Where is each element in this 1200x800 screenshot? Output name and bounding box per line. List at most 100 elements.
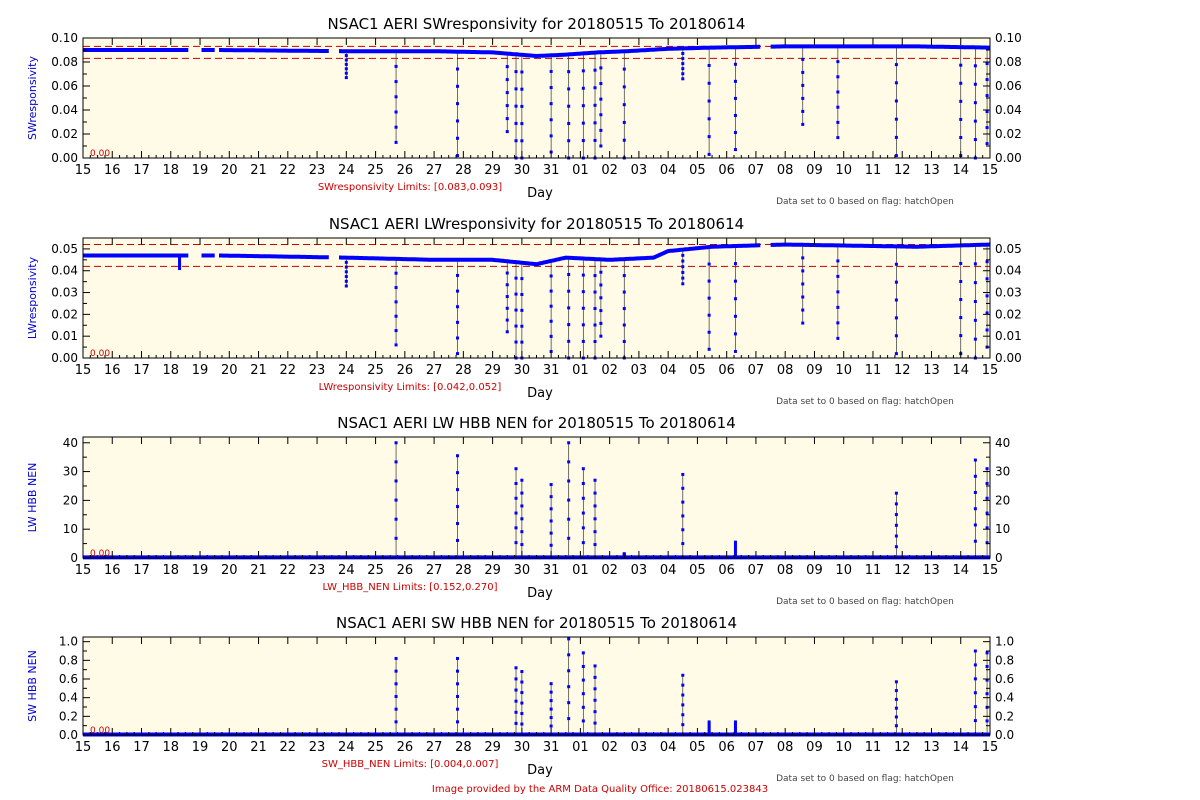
chart-title: NSAC1 AERI SW HBB NEN for 20180515 To 20… xyxy=(336,614,737,632)
series-point xyxy=(733,45,737,49)
series-point xyxy=(456,320,460,324)
x-tick-label: 22 xyxy=(280,563,297,578)
y-tick-label-left: 0.04 xyxy=(51,264,78,278)
data-series xyxy=(83,44,990,160)
series-point xyxy=(549,682,553,686)
y-tick-label-left: 40 xyxy=(63,436,78,450)
series-point xyxy=(681,253,685,257)
series-point xyxy=(394,300,398,304)
x-tick-label: 02 xyxy=(601,363,618,378)
zero-flag-label: 0.00 xyxy=(90,349,110,359)
series-point xyxy=(505,330,509,334)
series-point xyxy=(959,316,963,320)
series-point xyxy=(894,81,898,85)
x-tick-label: 31 xyxy=(543,163,560,178)
series-point xyxy=(581,273,585,277)
series-point xyxy=(581,339,585,343)
series-point xyxy=(681,77,685,81)
series-point xyxy=(599,97,603,101)
y-tick-label-right: 0.00 xyxy=(995,151,1022,165)
x-tick-label: 14 xyxy=(952,740,969,755)
x-tick-label: 09 xyxy=(806,563,823,578)
series-point xyxy=(549,724,553,728)
series-point xyxy=(456,682,460,686)
x-tick-label: 28 xyxy=(455,563,472,578)
series-point xyxy=(505,78,509,82)
series-point xyxy=(622,340,626,344)
y-tick-label-right: 0.08 xyxy=(995,55,1022,69)
series-point xyxy=(593,121,597,125)
series-point xyxy=(733,244,737,248)
series-point xyxy=(836,44,840,48)
series-point xyxy=(681,528,685,532)
series-point xyxy=(894,491,898,495)
series-point xyxy=(733,332,737,336)
series-point xyxy=(836,290,840,294)
y-tick-label-right: 0.0 xyxy=(995,728,1014,742)
series-point xyxy=(599,270,603,274)
y-tick-label-left: 0.2 xyxy=(59,709,78,723)
y-axis-label: SW HBB NEN xyxy=(26,650,39,722)
x-tick-label: 13 xyxy=(923,363,940,378)
x-tick-label: 20 xyxy=(221,163,238,178)
series-point xyxy=(520,122,524,126)
x-tick-label: 17 xyxy=(133,163,150,178)
series-point xyxy=(505,117,509,121)
series-point xyxy=(733,545,737,549)
y-tick-label-left: 0.10 xyxy=(51,31,78,45)
series-point xyxy=(681,486,685,490)
x-tick-label: 09 xyxy=(806,163,823,178)
series-point xyxy=(520,324,524,328)
series-point xyxy=(985,664,989,668)
y-tick-label-right: 0.00 xyxy=(995,351,1022,365)
x-tick-label: 11 xyxy=(865,740,882,755)
series-point xyxy=(514,340,518,344)
series-point xyxy=(505,65,509,69)
series-point xyxy=(456,136,460,140)
y-tick-label-right: 30 xyxy=(995,465,1010,479)
x-tick-label: 05 xyxy=(689,363,706,378)
series-point xyxy=(520,292,524,296)
x-tick-label: 22 xyxy=(280,740,297,755)
series-point xyxy=(707,117,711,121)
series-point xyxy=(894,555,898,559)
series-point xyxy=(836,75,840,79)
series-point xyxy=(801,308,805,312)
x-tick-label: 09 xyxy=(806,363,823,378)
y-tick-label-left: 0.05 xyxy=(51,242,78,256)
series-point xyxy=(622,103,626,107)
x-tick-label: 18 xyxy=(163,740,180,755)
series-point xyxy=(959,136,963,140)
series-point xyxy=(622,552,626,556)
series-point xyxy=(894,117,898,121)
x-tick-label: 25 xyxy=(367,163,384,178)
series-point xyxy=(514,481,518,485)
y-axis-label: LW HBB NEN xyxy=(26,463,39,533)
series-point xyxy=(985,110,989,114)
series-point xyxy=(394,329,398,333)
series-point xyxy=(733,314,737,318)
series-point xyxy=(344,284,348,288)
series-point xyxy=(344,58,348,62)
x-tick-label: 15 xyxy=(982,740,999,755)
series-point xyxy=(344,71,348,75)
x-tick-label: 19 xyxy=(192,563,209,578)
series-point xyxy=(681,62,685,66)
series-point xyxy=(622,49,626,53)
series-point xyxy=(394,49,398,53)
series-point xyxy=(894,680,898,684)
series-point xyxy=(599,334,603,338)
y-tick-label-right: 0.10 xyxy=(995,31,1022,45)
series-point xyxy=(567,289,571,293)
series-point xyxy=(985,692,989,696)
series-point xyxy=(520,701,524,705)
series-point xyxy=(959,334,963,338)
series-point xyxy=(593,274,597,278)
series-point xyxy=(567,52,571,56)
series-point xyxy=(567,669,571,673)
x-tick-label: 04 xyxy=(660,563,677,578)
y-tick-label-left: 0.0 xyxy=(59,728,78,742)
y-tick-label-right: 0.04 xyxy=(995,264,1022,278)
series-point xyxy=(801,282,805,286)
series-point xyxy=(985,511,989,515)
